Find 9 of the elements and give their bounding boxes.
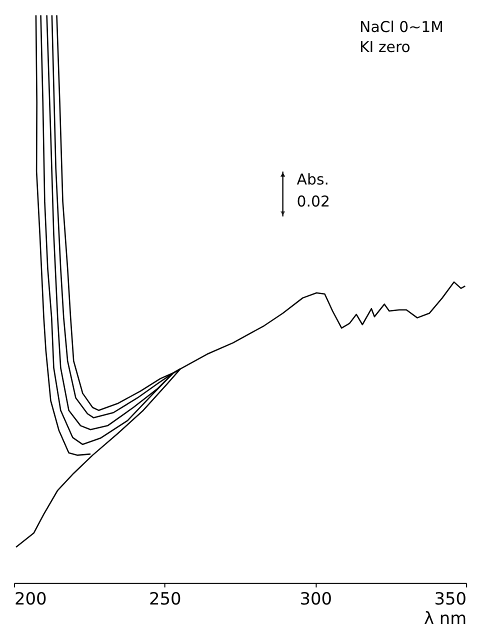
x-axis-title: λ nm <box>424 608 467 628</box>
annotation: Abs. <box>296 170 329 189</box>
x-tick-label: 200 <box>14 588 47 608</box>
x-tick-label: 250 <box>149 588 182 608</box>
annotation: NaCl 0~1M <box>360 18 444 36</box>
x-tick-label: 350 <box>434 588 467 608</box>
x-tick-label: 300 <box>300 588 332 608</box>
annotation: 0.02 <box>296 192 330 210</box>
annotation: KI zero <box>360 38 410 56</box>
